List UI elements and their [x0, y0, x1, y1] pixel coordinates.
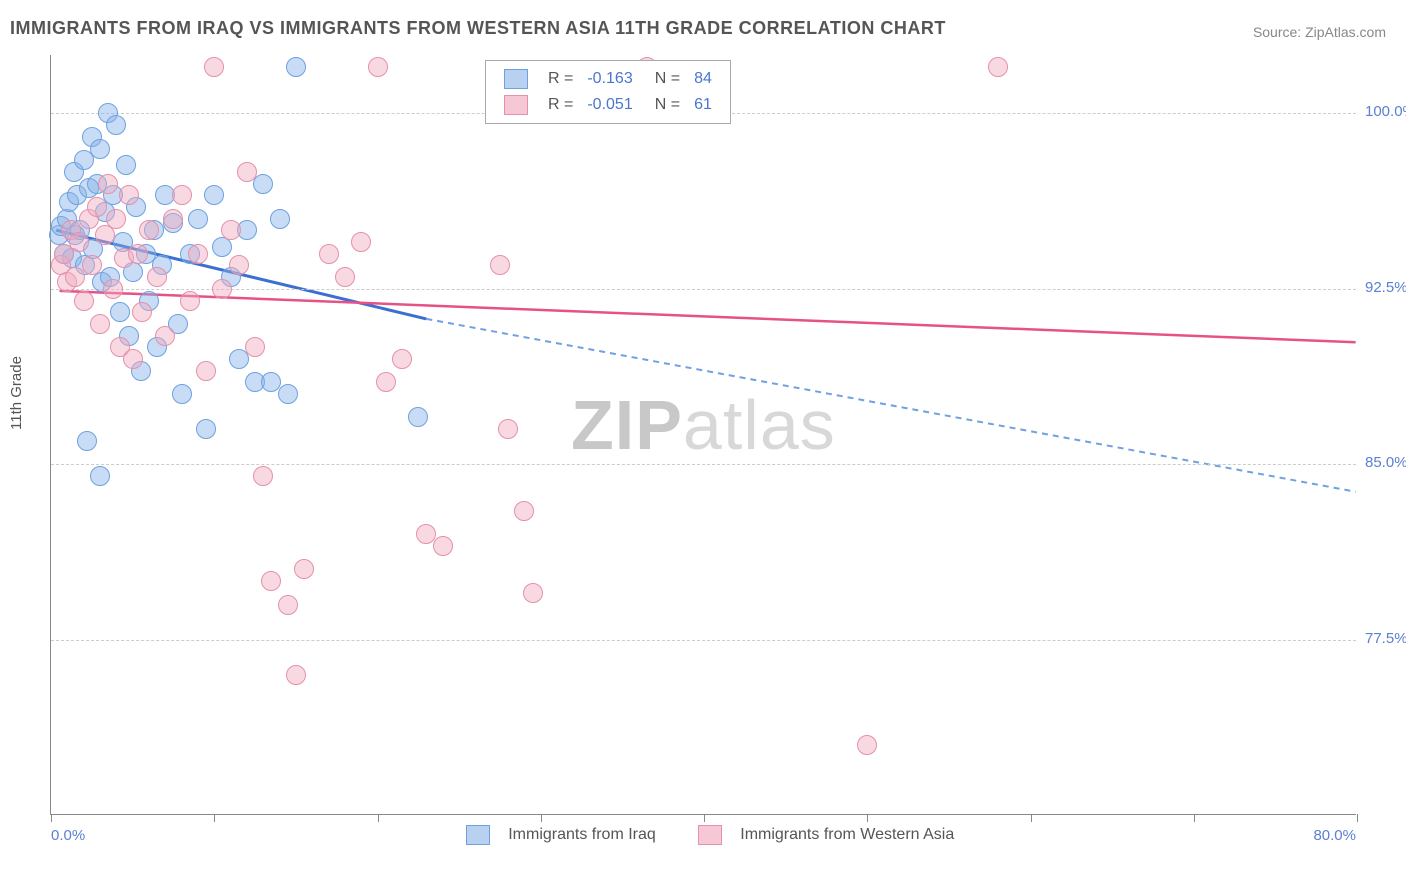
data-point-wasia [278, 595, 298, 615]
data-point-wasia [188, 244, 208, 264]
gridline [51, 289, 1356, 290]
data-point-wasia [163, 209, 183, 229]
data-point-wasia [123, 349, 143, 369]
plot-area: ZIPatlas 100.0%92.5%85.0%77.5%0.0%80.0% [50, 55, 1356, 815]
y-tick-label: 77.5% [1365, 630, 1406, 647]
data-point-wasia [351, 232, 371, 252]
data-point-wasia [87, 197, 107, 217]
data-point-iraq [253, 174, 273, 194]
data-point-wasia [74, 291, 94, 311]
data-point-iraq [172, 384, 192, 404]
data-point-iraq [408, 407, 428, 427]
data-point-iraq [270, 209, 290, 229]
data-point-wasia [368, 57, 388, 77]
data-point-wasia [106, 209, 126, 229]
chart-title: IMMIGRANTS FROM IRAQ VS IMMIGRANTS FROM … [10, 18, 946, 39]
data-point-iraq [106, 115, 126, 135]
data-point-wasia [514, 501, 534, 521]
data-point-wasia [229, 255, 249, 275]
data-point-wasia [261, 571, 281, 591]
data-point-iraq [286, 57, 306, 77]
data-point-wasia [69, 232, 89, 252]
data-point-wasia [212, 279, 232, 299]
x-tick [867, 814, 868, 822]
data-point-wasia [245, 337, 265, 357]
x-tick [214, 814, 215, 822]
data-point-wasia [139, 220, 159, 240]
y-tick-label: 100.0% [1365, 103, 1406, 120]
data-point-wasia [103, 279, 123, 299]
data-point-wasia [376, 372, 396, 392]
data-point-wasia [128, 244, 148, 264]
legend-item: Immigrants from Western Asia [684, 826, 954, 843]
data-point-wasia [82, 255, 102, 275]
x-tick [1194, 814, 1195, 822]
y-tick-label: 85.0% [1365, 454, 1406, 471]
data-point-wasia [180, 291, 200, 311]
data-point-wasia [294, 559, 314, 579]
x-tick [541, 814, 542, 822]
legend-item: Immigrants from Iraq [452, 826, 656, 843]
data-point-wasia [498, 419, 518, 439]
x-tick [378, 814, 379, 822]
legend-series: Immigrants from Iraq Immigrants from Wes… [0, 825, 1406, 892]
watermark: ZIPatlas [571, 385, 836, 465]
data-point-iraq [196, 419, 216, 439]
x-tick [1357, 814, 1358, 822]
data-point-wasia [253, 466, 273, 486]
data-point-wasia [221, 220, 241, 240]
data-point-wasia [335, 267, 355, 287]
data-point-wasia [172, 185, 192, 205]
x-tick [1031, 814, 1032, 822]
data-point-wasia [857, 735, 877, 755]
data-point-iraq [188, 209, 208, 229]
data-point-wasia [319, 244, 339, 264]
data-point-wasia [119, 185, 139, 205]
legend-stat-row: R =-0.051N =61 [498, 93, 718, 117]
data-point-iraq [90, 139, 110, 159]
legend-stats: R =-0.163N =84R =-0.051N =61 [485, 60, 731, 124]
x-tick [704, 814, 705, 822]
data-point-wasia [988, 57, 1008, 77]
data-point-iraq [110, 302, 130, 322]
data-point-wasia [433, 536, 453, 556]
source-label: Source: ZipAtlas.com [1253, 24, 1386, 40]
data-point-wasia [523, 583, 543, 603]
gridline [51, 464, 1356, 465]
data-point-wasia [237, 162, 257, 182]
data-point-wasia [490, 255, 510, 275]
data-point-wasia [132, 302, 152, 322]
data-point-wasia [392, 349, 412, 369]
data-point-iraq [116, 155, 136, 175]
data-point-wasia [90, 314, 110, 334]
data-point-wasia [196, 361, 216, 381]
data-point-iraq [90, 466, 110, 486]
data-point-iraq [278, 384, 298, 404]
data-point-wasia [155, 326, 175, 346]
y-axis-label: 11th Grade [8, 356, 25, 430]
data-point-iraq [204, 185, 224, 205]
gridline [51, 640, 1356, 641]
data-point-wasia [286, 665, 306, 685]
legend-stat-row: R =-0.163N =84 [498, 67, 718, 91]
data-point-wasia [204, 57, 224, 77]
x-tick [51, 814, 52, 822]
data-point-wasia [147, 267, 167, 287]
data-point-wasia [98, 174, 118, 194]
data-point-iraq [77, 431, 97, 451]
y-tick-label: 92.5% [1365, 279, 1406, 296]
